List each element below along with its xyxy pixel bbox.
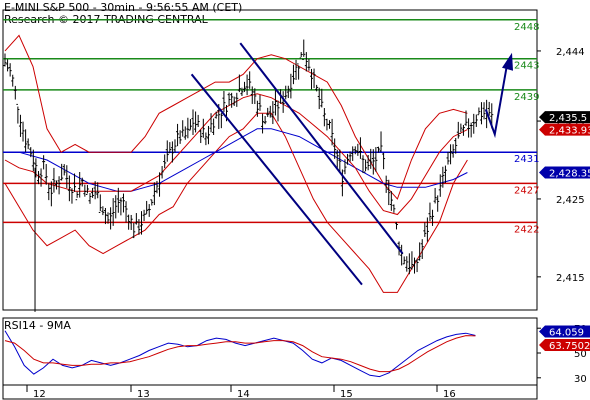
rsi-lines xyxy=(4,330,476,378)
price-tag-label: 2,433.93 xyxy=(549,126,590,137)
rsi-title: RSI14 - 9MA xyxy=(4,319,71,332)
forecast-path xyxy=(484,64,508,139)
level-label: 2443 xyxy=(514,61,539,72)
level-label: 2439 xyxy=(514,92,539,103)
trend-channel xyxy=(190,42,404,286)
forecast-arrow xyxy=(484,52,513,139)
price-tick-label: 2,425 xyxy=(556,195,585,206)
day-label: 16 xyxy=(443,389,456,400)
level-label: 2427 xyxy=(514,185,539,196)
price-tag-label: 2,435.5 xyxy=(549,113,587,124)
band-upper xyxy=(4,34,468,200)
rsi-series-line xyxy=(4,330,476,378)
bands-layer xyxy=(4,34,468,293)
levels-layer: 2448 2443 2439 2431 2427 2422 xyxy=(3,19,539,235)
price-tick-label: 2,444 xyxy=(556,47,585,58)
time-axis-frame xyxy=(2,384,538,400)
rsi-series-line xyxy=(4,335,476,373)
trend-channel-line xyxy=(239,42,404,255)
price-panel-frame xyxy=(2,9,538,311)
moving-average-line xyxy=(4,93,468,216)
day-label: 15 xyxy=(340,389,353,400)
price-tags: 2,435.5 2,433.93 2,428.35 xyxy=(539,111,590,179)
rsi-panel-frame xyxy=(2,317,538,386)
rsi-tag-box xyxy=(539,325,590,338)
price-tag-label: 2,428.35 xyxy=(549,168,590,179)
level-label: 2448 xyxy=(514,22,539,33)
rsi-tag-label: 64.059 xyxy=(549,328,584,339)
level-label: 2431 xyxy=(514,154,539,165)
price-tick-label: 2,415 xyxy=(556,273,585,284)
time-axis: 12 13 14 15 16 xyxy=(26,385,456,400)
chart-title: E-MINI S&P 500 - 30min - 9:56:55 AM (CET… xyxy=(4,1,242,14)
price-tag-box xyxy=(539,166,590,179)
price-bars xyxy=(3,39,494,312)
price-tag-box xyxy=(539,111,590,124)
rsi-tick-label: 30 xyxy=(574,374,587,385)
day-label: 13 xyxy=(137,389,150,400)
price-tag-box xyxy=(539,123,590,136)
level-label: 2422 xyxy=(514,224,539,235)
rsi-tag-box xyxy=(539,338,590,351)
trend-channel-line xyxy=(190,73,363,286)
forecast-arrowhead xyxy=(502,52,513,71)
day-label: 12 xyxy=(33,389,46,400)
rsi-tag-label: 63.7502 xyxy=(549,341,590,352)
band-lower xyxy=(4,112,468,293)
day-label: 14 xyxy=(237,389,250,400)
rsi-tick-label: 50 xyxy=(574,349,587,360)
